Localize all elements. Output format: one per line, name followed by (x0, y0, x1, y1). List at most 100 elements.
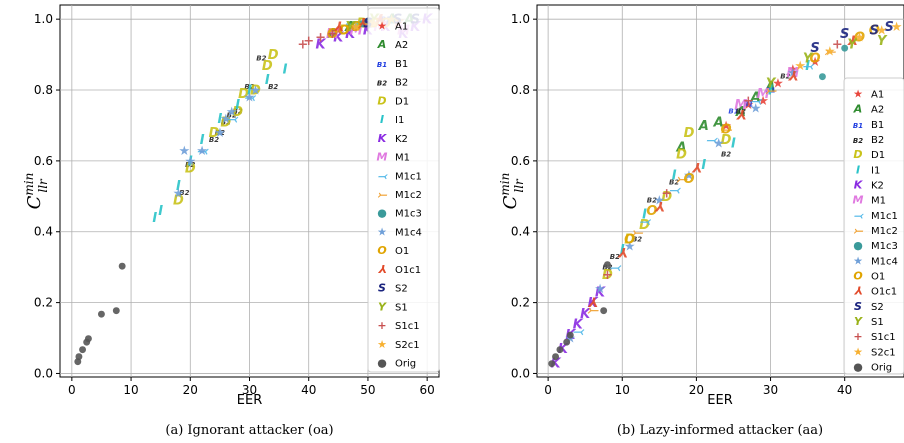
data-point-o1c1: ⅄ (588, 296, 598, 311)
data-point-i1: I (701, 158, 706, 173)
data-point-m1c1: ⤙ (706, 133, 718, 148)
x-tick-label: 30 (242, 383, 257, 397)
data-point-orig: ● (98, 309, 106, 319)
data-point-s1c1: + (743, 94, 754, 109)
data-point-m1c1: ⤙ (802, 59, 814, 74)
legend-marker-m1c4: ★ (377, 225, 387, 238)
data-point-b1: B1 (743, 101, 753, 109)
legend-marker-s1c1: + (853, 330, 862, 343)
data-point-a1: ★ (772, 76, 784, 91)
data-point-k2: K (550, 356, 561, 371)
data-point-m1c4: ★ (214, 126, 226, 141)
y-axis-label-a: Cminllr (22, 173, 50, 210)
x-ticks-b: 0 10 20 30 40 (544, 377, 852, 397)
data-point-d1: D (639, 218, 650, 233)
x-tick-label: 0 (544, 383, 552, 397)
data-point-d1: D (238, 87, 249, 102)
data-point-i1: I (158, 204, 163, 219)
data-point-m1c2: ⤚ (632, 225, 644, 240)
data-point-b2: B2 (233, 108, 243, 116)
data-point-orig: ● (118, 262, 126, 272)
legend-marker-m1c1: ⤙ (854, 209, 864, 222)
data-point-a1: ★ (809, 55, 821, 70)
data-point-orig: ● (83, 338, 91, 348)
legend-marker-o1: O (377, 244, 386, 257)
x-tick-label: 20 (689, 383, 704, 397)
data-point-s1c1: + (832, 38, 843, 53)
legend-label-orig: Orig (395, 359, 416, 370)
y-tick-label: 0.0 (34, 366, 53, 380)
legend-label-s2c1: S2c1 (871, 347, 896, 358)
data-point-o1: O (327, 27, 338, 42)
data-point-k2: K (573, 317, 584, 332)
legend-marker-orig: ● (853, 360, 863, 373)
data-point-m1c4: ★ (196, 144, 208, 159)
legend-marker-s2: S (854, 300, 862, 313)
data-point-a2: A (765, 80, 776, 95)
data-point-a1: ★ (787, 62, 799, 77)
data-point-m1c4: ★ (250, 84, 262, 99)
data-point-a2: A (713, 115, 724, 130)
data-point-m1c4: ★ (226, 105, 238, 120)
legend-label-b2: B2 (395, 78, 408, 89)
data-point-d1: D (250, 84, 261, 99)
data-point-orig: ● (75, 352, 83, 362)
data-point-i1: I (200, 133, 205, 148)
data-point-m1c1: ⤙ (244, 91, 256, 106)
legend-marker-d1: D (853, 148, 862, 161)
data-point-b1: B1 (765, 86, 775, 94)
legend-box (367, 7, 440, 373)
data-point-s2c1: ★ (350, 20, 362, 35)
legend-marker-m1c4: ★ (853, 254, 863, 267)
data-point-s1c1: + (327, 27, 338, 42)
x-tick-label: 0 (68, 383, 76, 397)
data-point-a1: ★ (742, 98, 754, 113)
plot-area-b (536, 4, 904, 378)
data-point-s2c1: ★ (854, 30, 866, 45)
data-point-a2: A (362, 16, 373, 31)
data-point-k2: K (595, 286, 606, 301)
data-point-a2: A (344, 20, 355, 35)
data-points-b: ★★ ★★★ ★AA AAAAB1B1B1B2B2B2B2B2B2B2B2DDDDDD… (548, 20, 903, 372)
data-point-orig: ● (563, 338, 571, 348)
caption-b: (b) Lazy-informed attacker (aa) (617, 423, 823, 438)
data-point-d1: D (232, 105, 243, 120)
data-point-a2: A (676, 140, 687, 155)
legend-marker-k2: K (378, 132, 388, 145)
data-point-i1: I (672, 169, 677, 184)
legend-marker-b1: B1 (377, 61, 387, 69)
legend-label-m1: M1 (395, 153, 410, 164)
legend-marker-b2: B2 (377, 80, 387, 88)
data-point-k2: K (558, 342, 569, 357)
data-point-o1c1: ⅄ (691, 162, 701, 177)
data-point-k2: K (316, 38, 327, 53)
data-point-orig: ● (74, 357, 82, 367)
data-point-m1c2: ⤚ (765, 84, 777, 99)
y-tick-label: 0.0 (511, 366, 530, 380)
legend-marker-o1c1: ⅄ (854, 285, 863, 298)
x-axis-label-a: EER (237, 393, 262, 408)
data-point-s1: Y (877, 34, 888, 49)
data-point-b2: B2 (647, 196, 657, 204)
data-point-m1: M (757, 87, 770, 102)
data-point-m1c2: ⤚ (587, 303, 599, 318)
legend-label-o1c1: O1c1 (871, 287, 897, 298)
x-axis-label-b: EER (707, 393, 732, 408)
data-point-s1: Y (803, 52, 814, 67)
legend-label-m1c1: M1c1 (395, 171, 422, 182)
legend-marker-a1: ★ (377, 19, 387, 32)
data-point-m1: M (786, 66, 799, 81)
data-point-m1: M (734, 98, 747, 113)
data-point-i1: I (768, 84, 773, 99)
data-point-a1: ★ (350, 20, 362, 35)
data-point-k2: K (333, 30, 344, 45)
legend-marker-s1: Y (854, 315, 863, 328)
legend-label-m1: M1 (871, 196, 886, 207)
x-tick-label: 10 (123, 383, 138, 397)
data-point-b2: B2 (721, 150, 731, 158)
data-point-orig: ● (600, 306, 608, 316)
legend-label-a1: A1 (395, 21, 408, 32)
legend-marker-s2: S (378, 282, 386, 295)
legend-label-m1c1: M1c1 (871, 211, 898, 222)
